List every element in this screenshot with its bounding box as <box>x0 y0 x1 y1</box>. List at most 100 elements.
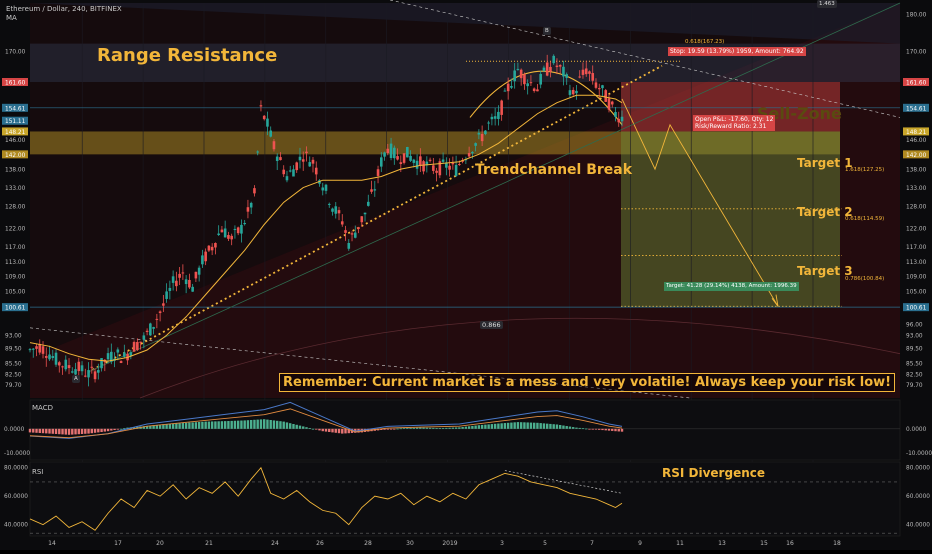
top-value-label: 1.463 <box>817 0 837 8</box>
macd-bar <box>61 428 64 435</box>
candle-body <box>484 130 487 135</box>
macd-bar <box>471 425 474 429</box>
macd-bar <box>158 424 162 429</box>
candle-body <box>458 164 461 166</box>
candle-body <box>376 169 380 176</box>
rsi-tick-right: 40.0000 <box>906 523 930 529</box>
candle-body <box>363 212 367 215</box>
macd-bar <box>223 421 227 429</box>
macd-bar <box>529 422 533 429</box>
macd-bar <box>188 422 191 429</box>
x-tick: 5 <box>543 540 547 547</box>
candle-body <box>168 287 172 291</box>
projection-path <box>621 98 779 307</box>
macd-bar <box>604 428 607 431</box>
macd-bar <box>451 427 455 429</box>
candle-body <box>399 162 403 165</box>
candle-body <box>545 62 549 76</box>
candle-body <box>301 159 305 162</box>
left-tag-bg <box>2 127 28 136</box>
left-price-tick: 148.21 <box>5 130 26 136</box>
rsi-pane <box>29 461 901 537</box>
candle-body <box>123 352 126 357</box>
x-tick: 14 <box>48 540 56 547</box>
candle-body <box>454 164 458 176</box>
macd-bar <box>74 428 77 435</box>
candle-body <box>288 170 292 172</box>
macd-bar <box>448 427 451 429</box>
macd-bar <box>402 428 406 429</box>
macd-bar <box>585 428 588 430</box>
candle-body <box>581 69 585 75</box>
right-price-tick: 105.00 <box>906 289 927 295</box>
macd-tick-left: 0.0000 <box>4 427 25 433</box>
x-tick: 16 <box>786 540 794 547</box>
candle-body <box>471 151 474 154</box>
macd-bg <box>29 399 901 461</box>
macd-bar <box>607 428 611 431</box>
macd-bar <box>545 423 549 429</box>
candle-body <box>175 280 178 287</box>
candle-body <box>428 159 432 161</box>
candle-body <box>370 189 373 192</box>
candles <box>28 54 624 387</box>
candle-body <box>266 118 269 127</box>
candle-body <box>210 246 214 251</box>
candle-body <box>194 271 198 279</box>
x-tick: 18 <box>833 540 841 547</box>
macd-bar <box>181 423 185 429</box>
macd-bar <box>490 424 494 429</box>
candle-body <box>516 68 520 70</box>
fib-t2-label: 0.618(114.59) <box>845 216 885 222</box>
right-price-tick: 161.60 <box>906 81 927 87</box>
macd-bar <box>406 428 409 429</box>
candle-body <box>162 303 165 306</box>
macd-bar <box>311 428 315 430</box>
macd-bar <box>236 420 240 429</box>
candle-body <box>282 169 286 175</box>
range-resistance-zone <box>30 131 840 155</box>
candle-body <box>402 153 406 163</box>
left-tag-bg <box>2 78 28 86</box>
macd-bar <box>305 427 308 429</box>
macd-bar <box>90 428 94 434</box>
macd-bar <box>513 422 516 429</box>
macd-bar <box>116 428 120 430</box>
macd-bar <box>204 421 207 429</box>
macd-bar <box>425 427 429 429</box>
left-price-tick: 146.00 <box>5 138 26 144</box>
candle-body <box>70 371 74 373</box>
macd-bar <box>328 428 331 432</box>
macd-bar <box>412 427 416 429</box>
macd-bar <box>568 426 572 429</box>
candle-body <box>568 90 572 95</box>
candle-body <box>477 132 481 135</box>
macd-bar <box>171 423 175 429</box>
macd-bar <box>253 419 256 429</box>
candle-body <box>292 169 295 177</box>
candle-body <box>223 228 227 238</box>
candle-body <box>584 68 588 75</box>
left-price-tick: 154.61 <box>5 106 26 112</box>
candle-body <box>279 157 282 161</box>
candle-body <box>415 160 419 169</box>
candle-body <box>256 151 259 153</box>
rsi-line <box>29 466 623 531</box>
macd-bar <box>227 421 230 429</box>
macd-bar <box>503 423 507 429</box>
macd-bar <box>454 427 458 429</box>
candle-body <box>152 327 155 329</box>
macd-bar <box>48 428 51 434</box>
candle-body <box>542 67 546 71</box>
macd-bar <box>35 428 38 433</box>
macd-bar <box>214 421 217 429</box>
candle-body <box>536 89 539 92</box>
macd-bar <box>555 424 559 429</box>
candle-body <box>578 76 582 78</box>
left-tag-bg <box>2 303 28 312</box>
macd-bar <box>210 421 214 429</box>
candle-body <box>38 343 42 353</box>
macd-bar <box>103 428 107 432</box>
